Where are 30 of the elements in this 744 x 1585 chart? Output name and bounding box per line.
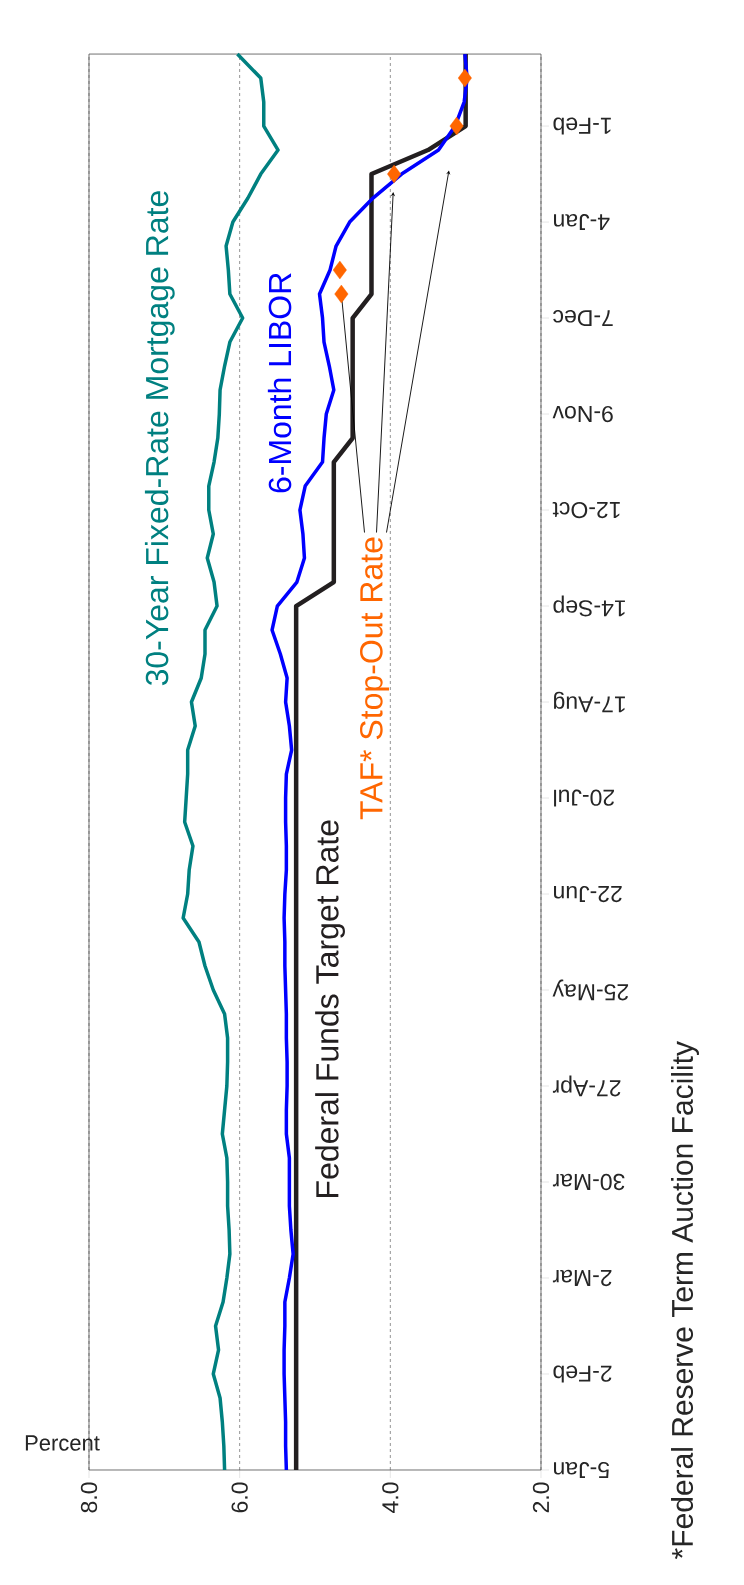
- y-tick-label: 25-May: [552, 979, 629, 1001]
- text: TAF* Stop-Out Rate: [360, 537, 389, 820]
- y-tick-label: 5-Jan: [554, 1461, 610, 1479]
- y-tick-label: 7-Dec: [553, 310, 613, 327]
- y-tick-label: 1-Feb: [553, 117, 611, 135]
- text: 6-Month LIBOR: [267, 273, 292, 493]
- y-tick-label: 14-Sep: [553, 595, 625, 617]
- y-tick-label: 12-Oct: [552, 501, 620, 519]
- text: *Federal Reserve Term Auction Facility: [671, 1041, 699, 1559]
- y-axis-title: Percent: [25, 1435, 100, 1451]
- y-tick-label: 27-Apr: [552, 1075, 621, 1097]
- y-tick-label: 17-Aug: [554, 691, 625, 713]
- point: [332, 260, 347, 280]
- y-tick-label: 4-Jan: [554, 214, 610, 231]
- text: 30-Year Fixed-Rate Mortgage Rate: [144, 191, 175, 686]
- y-tick-label: 20-Jul: [554, 789, 614, 807]
- point: [387, 164, 402, 184]
- point: [334, 284, 349, 304]
- y-tick-label: 2-Feb: [553, 1365, 612, 1383]
- x-tick-label: 2.0: [532, 1482, 550, 1513]
- point: [449, 116, 464, 136]
- y-tick-label: 2-Mar: [552, 1269, 612, 1287]
- x-tick-label: 8.0: [80, 1482, 98, 1513]
- y-tick-label: 30-Mar: [552, 1173, 625, 1191]
- x-tick-label: 4.0: [382, 1482, 399, 1513]
- point: [457, 68, 472, 88]
- text: Federal Funds Target Rate: [315, 820, 345, 1197]
- y-tick-label: 22-Jun: [554, 885, 622, 903]
- y-tick-label: 9-Nov: [552, 405, 613, 423]
- x-tick-label: 6.0: [231, 1482, 248, 1513]
